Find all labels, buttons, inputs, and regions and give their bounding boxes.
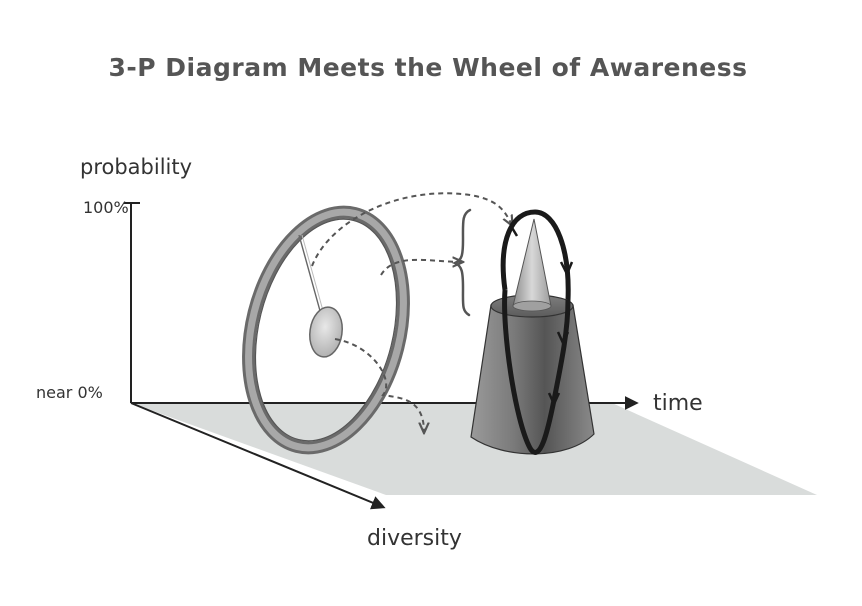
y-axis-bottom-tick-label: near 0% (36, 383, 103, 402)
y-axis-top-tick-label: 100% (83, 198, 129, 217)
curly-brace-icon (451, 208, 472, 317)
y-axis-label: probability (80, 155, 192, 179)
wheel-of-awareness-icon (242, 205, 410, 455)
ground-plane (131, 403, 817, 495)
x-axis-label: time (653, 391, 703, 416)
diagram-title: 3-P Diagram Meets the Wheel of Awareness (109, 53, 748, 82)
z-axis-diversity (130, 402, 386, 510)
rim-to-plateau-arrow (380, 260, 462, 276)
z-axis-label: diversity (367, 526, 462, 551)
rim-to-peak-arrow (311, 192, 512, 267)
hub-to-plane-arrow (334, 338, 424, 432)
plateau-peak-icon (470, 209, 595, 455)
